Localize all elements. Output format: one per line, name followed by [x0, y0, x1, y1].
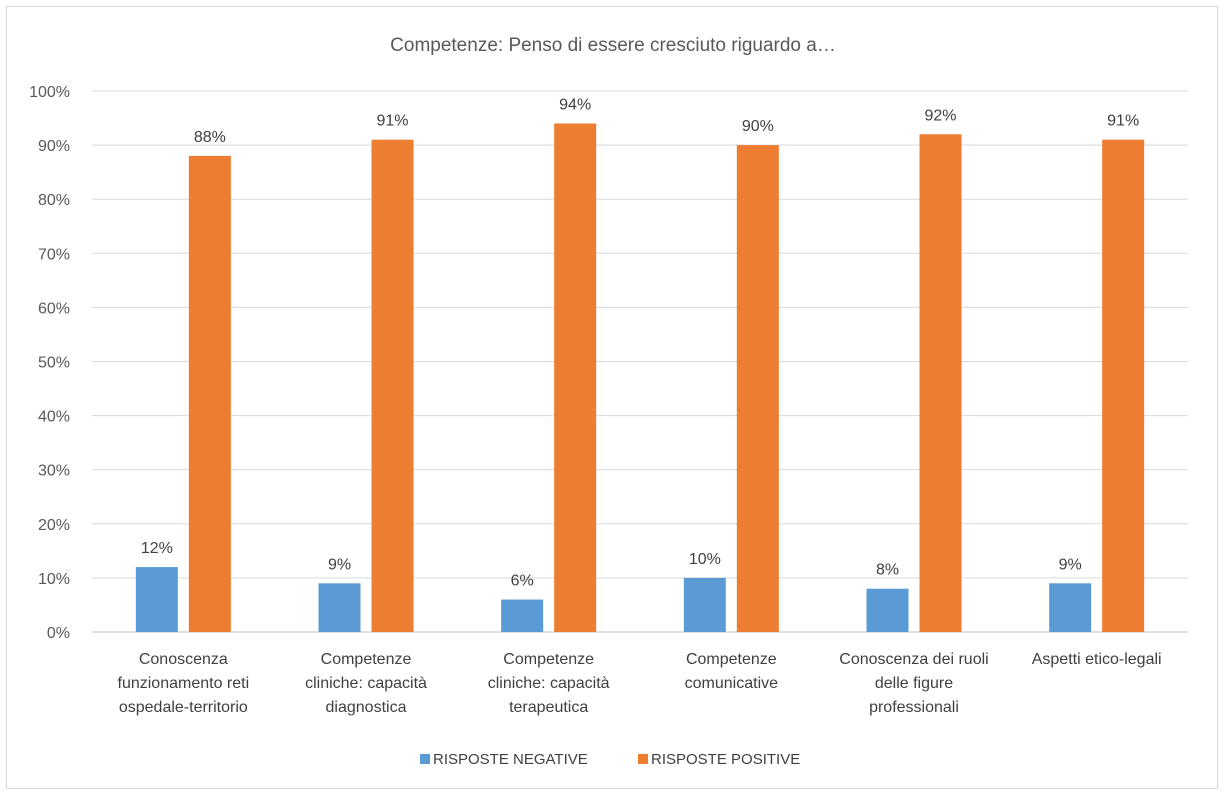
bar-negative: [318, 583, 361, 632]
bar-positive: [188, 155, 231, 633]
y-tick-label: 20%: [38, 517, 70, 534]
bar-positive: [554, 123, 597, 633]
y-tick-label: 50%: [38, 355, 70, 372]
data-label: 91%: [1107, 113, 1139, 130]
data-label: 8%: [876, 562, 899, 579]
y-axis-ticks: 0% 10% 20% 30% 40% 50% 60% 70% 80% 90% 100%: [29, 84, 70, 642]
category-label: Aspetti etico-legali: [1032, 651, 1162, 668]
data-label: 10%: [689, 551, 721, 568]
data-label: 90%: [742, 118, 774, 135]
y-tick-label: 60%: [38, 300, 70, 317]
bar-negative: [866, 588, 909, 632]
y-tick-label: 40%: [38, 409, 70, 426]
category-label: Conoscenza dei ruoli delle figure professi…: [839, 651, 988, 716]
data-labels: 12% 9% 6% 10% 8% 9% 88% 91% 94% 90% 92% 91%: [141, 96, 1139, 589]
y-tick-label: 100%: [29, 84, 70, 101]
legend-label: RISPOSTE POSITIVE: [651, 751, 800, 768]
bar-negative: [501, 599, 544, 632]
data-label: 9%: [328, 556, 351, 573]
y-tick-label: 10%: [38, 571, 70, 588]
gridlines: [92, 90, 1188, 633]
data-label: 12%: [141, 540, 173, 557]
bar-negative: [683, 577, 726, 632]
bar-negative: [135, 567, 178, 632]
category-label: Conoscenza funzionamento reti ospedale-ter…: [118, 651, 250, 716]
chart-title: Competenze: Penso di essere cresciuto ri…: [390, 35, 836, 56]
bar-positive: [1102, 139, 1145, 632]
bar-positive: [919, 134, 962, 632]
bar-positive: [736, 145, 779, 632]
legend: RISPOSTE NEGATIVE RISPOSTE POSITIVE: [420, 751, 800, 768]
category-label: Competenze comunicative: [685, 651, 778, 692]
x-axis-categories: Conoscenza funzionamento reti ospedale-ter…: [118, 651, 1162, 716]
bar-positive: [371, 139, 414, 632]
data-label: 92%: [924, 107, 956, 124]
data-label: 88%: [194, 129, 226, 146]
legend-swatch: [420, 754, 430, 764]
data-label: 94%: [559, 96, 591, 113]
data-label: 9%: [1059, 556, 1082, 573]
y-tick-label: 70%: [38, 246, 70, 263]
y-tick-label: 80%: [38, 192, 70, 209]
data-label: 91%: [376, 113, 408, 130]
y-tick-label: 30%: [38, 463, 70, 480]
y-tick-label: 0%: [47, 625, 70, 642]
bars: [135, 123, 1145, 633]
bar-negative: [1049, 583, 1092, 632]
data-label: 6%: [511, 573, 534, 590]
y-tick-label: 90%: [38, 138, 70, 155]
category-label: Competenze cliniche: capacità diagnostica: [305, 651, 427, 716]
legend-label: RISPOSTE NEGATIVE: [433, 751, 588, 768]
legend-swatch: [638, 754, 648, 764]
category-label: Competenze cliniche: capacità terapeutica: [488, 651, 610, 716]
